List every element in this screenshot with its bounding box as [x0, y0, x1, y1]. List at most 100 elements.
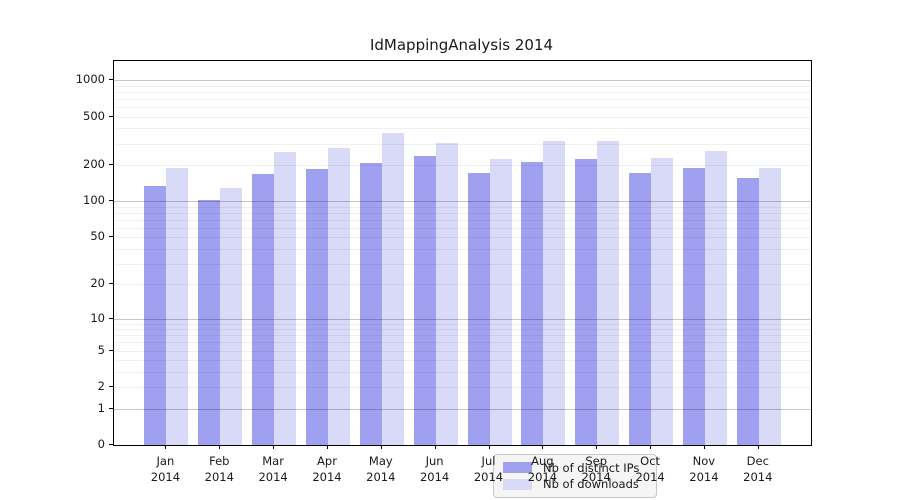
y-axis-tick [109, 79, 113, 80]
gridline-major [114, 80, 811, 81]
bars-layer [114, 61, 811, 445]
x-axis-year: 2014 [473, 470, 504, 484]
x-axis-tick-label: Dec 2014 [726, 453, 790, 485]
x-axis-tick [273, 445, 275, 449]
x-axis-tick [327, 445, 328, 449]
x-axis-year: 2014 [635, 470, 665, 484]
y-axis-tick-label: 10 [90, 310, 105, 325]
bar-distinct-ips [736, 178, 759, 445]
x-axis-month: Jul [481, 454, 496, 468]
x-axis-year: 2014 [150, 470, 181, 484]
x-axis-tick-label: May 2014 [349, 453, 413, 485]
gridline-minor [114, 323, 811, 325]
gridline-major [114, 201, 811, 203]
gridline-minor [114, 206, 811, 208]
legend-swatch-distinct-ips [503, 462, 532, 474]
x-axis-tick-label: Aug 2014 [510, 453, 574, 485]
plot-area: Nb of distinct IPs Nb of downloads [113, 60, 812, 498]
x-axis-tick-label: Mar 2014 [241, 453, 305, 485]
gridline-minor [114, 227, 811, 229]
y-axis-tick-label: 100 [83, 193, 105, 208]
gridline-minor [114, 371, 811, 373]
x-axis-year: 2014 [419, 470, 450, 484]
bar-downloads [381, 133, 404, 445]
gridline-minor [114, 85, 811, 87]
gridline-minor [114, 164, 811, 166]
x-axis-tick-label: Jul 2014 [457, 453, 521, 485]
legend-swatch-downloads [503, 478, 532, 490]
bar-downloads [489, 158, 512, 445]
gridline-minor [114, 335, 811, 337]
x-axis-year: 2014 [258, 470, 288, 484]
x-axis-tick-label: Oct 2014 [618, 453, 682, 485]
x-axis-tick-label: Apr 2014 [295, 453, 359, 485]
gridline-minor [114, 248, 811, 250]
bar-distinct-ips [144, 185, 167, 445]
bar-distinct-ips [521, 161, 544, 445]
y-axis-tick-label: 2 [97, 379, 105, 394]
x-axis-month: Feb [209, 454, 230, 468]
bar-distinct-ips [575, 158, 598, 445]
x-axis-year: 2014 [581, 470, 611, 484]
gridline-minor [114, 350, 811, 352]
bar-distinct-ips [413, 156, 436, 445]
x-axis-year: 2014 [689, 470, 719, 484]
bar-downloads [543, 141, 566, 445]
x-axis-month: Mar [262, 454, 284, 468]
x-axis-month: Apr [317, 454, 337, 468]
y-axis-tick-label: 50 [90, 229, 105, 244]
x-axis-month: Sep [585, 454, 608, 468]
x-axis-month: Aug [531, 454, 554, 468]
y-axis-tick [109, 386, 113, 388]
legend-label: Nb of distinct IPs [543, 460, 640, 475]
gridline-major [114, 408, 811, 410]
legend: Nb of distinct IPs Nb of downloads [493, 454, 657, 498]
bar-downloads [435, 142, 458, 445]
grid-layer [114, 61, 811, 445]
y-axis-tick [109, 444, 113, 445]
y-axis-tick-label: 5 [97, 342, 105, 357]
y-axis-tick-label: 200 [83, 156, 105, 171]
x-axis-tick [542, 445, 544, 449]
x-axis-year: 2014 [743, 470, 773, 484]
chart-title: IdMappingAnalysis 2014 [369, 36, 554, 54]
x-axis-year: 2014 [312, 470, 342, 484]
legend-item: Nb of downloads [503, 477, 647, 491]
x-axis-tick [703, 445, 705, 449]
y-axis-tick-label: 500 [83, 108, 105, 123]
gridline-minor [114, 360, 811, 362]
x-axis-year: 2014 [204, 470, 234, 484]
bar-downloads [651, 157, 674, 445]
bar-downloads [597, 140, 620, 445]
bar-distinct-ips [359, 163, 382, 445]
x-axis-tick [488, 445, 490, 449]
gridline-major [114, 318, 811, 320]
y-axis-tick-label: 20 [90, 276, 105, 291]
bar-downloads [327, 147, 350, 445]
y-axis-tick [109, 163, 113, 165]
gridline-minor [114, 219, 811, 221]
y-axis-tick [109, 283, 113, 285]
bar-downloads [274, 151, 297, 445]
y-axis-tick [109, 236, 113, 238]
gridline-minor [114, 143, 811, 145]
x-axis-month: Oct [640, 454, 661, 468]
x-axis-month: Jun [425, 454, 444, 468]
y-axis-tick-label: 1 [97, 400, 105, 415]
x-axis-month: Dec [746, 454, 769, 468]
x-axis-tick [757, 445, 759, 449]
bar-distinct-ips [629, 172, 652, 445]
bar-downloads [220, 188, 243, 445]
bar-downloads [166, 167, 189, 445]
gridline-minor [114, 212, 811, 214]
gridline-minor [114, 116, 811, 118]
y-axis-tick [109, 407, 113, 409]
y-axis-tick-label: 1000 [75, 72, 105, 86]
gridline-minor [114, 342, 811, 344]
gridline-minor [114, 91, 811, 93]
x-axis-tick-label: Jun 2014 [403, 453, 467, 485]
x-axis-tick [596, 445, 598, 449]
x-axis-tick-label: Nov 2014 [672, 453, 736, 485]
bar-downloads [758, 167, 781, 445]
